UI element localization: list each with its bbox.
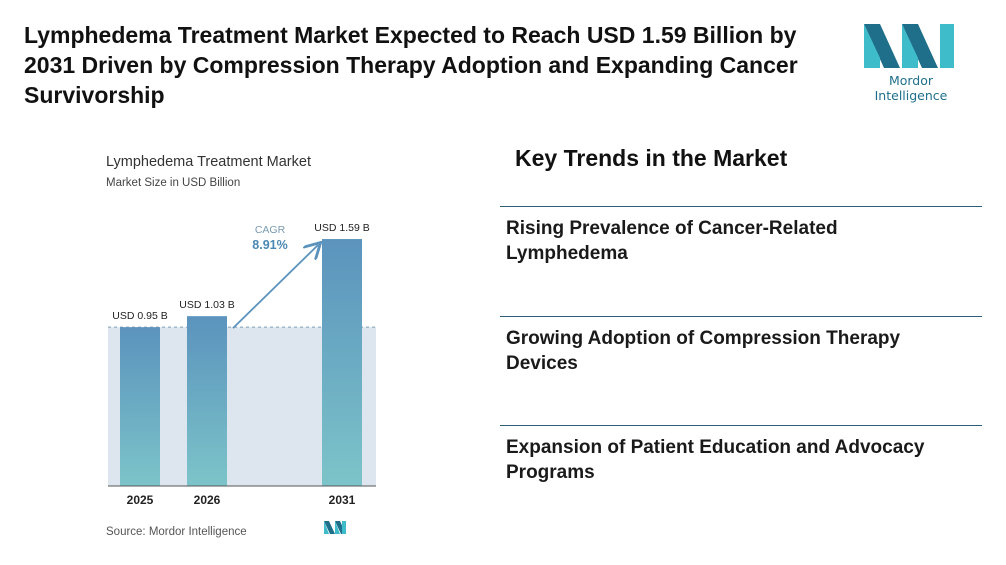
trend-item: Rising Prevalence of Cancer-Related Lymp… xyxy=(500,206,982,311)
chart-source: Source: Mordor Intelligence xyxy=(106,526,247,538)
cagr-value: 8.91% xyxy=(252,238,287,252)
trend-item-text: Expansion of Patient Education and Advoc… xyxy=(506,437,925,483)
headline: Lymphedema Treatment Market Expected to … xyxy=(24,22,798,108)
logo-shape-right xyxy=(940,24,954,68)
bar-2025 xyxy=(120,327,160,486)
logo-shape-left-base xyxy=(864,24,880,68)
bar-2031 xyxy=(322,239,362,486)
logo-text: Mordor Intelligence xyxy=(874,73,948,103)
data-label-2031: USD 1.59 B xyxy=(314,222,369,234)
logo-shape-left xyxy=(864,24,900,68)
chart-logo-icon xyxy=(324,521,346,534)
trend-item: Growing Adoption of Compression Therapy … xyxy=(500,316,982,421)
x-tick-2026: 2026 xyxy=(194,493,221,507)
trend-item-text: Rising Prevalence of Cancer-Related Lymp… xyxy=(506,218,838,264)
data-label-2026: USD 1.03 B xyxy=(179,299,234,311)
mordor-intelligence-logo xyxy=(864,24,954,68)
logo-shape-mid xyxy=(902,24,938,68)
x-tick-2031: 2031 xyxy=(329,493,356,507)
market-size-chart: Lymphedema Treatment Market Market Size … xyxy=(106,154,376,538)
plot-area: USD 0.95 B 2025 USD 1.03 B 2026 USD 1.59 B 20… xyxy=(108,222,376,507)
trend-item-text: Growing Adoption of Compression Therapy … xyxy=(506,328,901,374)
chart-title: Lymphedema Treatment Market xyxy=(106,154,311,170)
x-tick-2025: 2025 xyxy=(127,493,154,507)
chart-subtitle: Market Size in USD Billion xyxy=(106,177,240,189)
cagr-label: CAGR xyxy=(255,224,286,236)
bar-2026 xyxy=(187,316,227,486)
logo-shape-mid-base xyxy=(902,24,918,68)
trend-item: Expansion of Patient Education and Advoc… xyxy=(500,425,982,530)
cagr-arrow xyxy=(232,245,318,329)
key-trends-title: Key Trends in the Market xyxy=(515,145,788,171)
data-label-2025: USD 0.95 B xyxy=(112,310,167,322)
